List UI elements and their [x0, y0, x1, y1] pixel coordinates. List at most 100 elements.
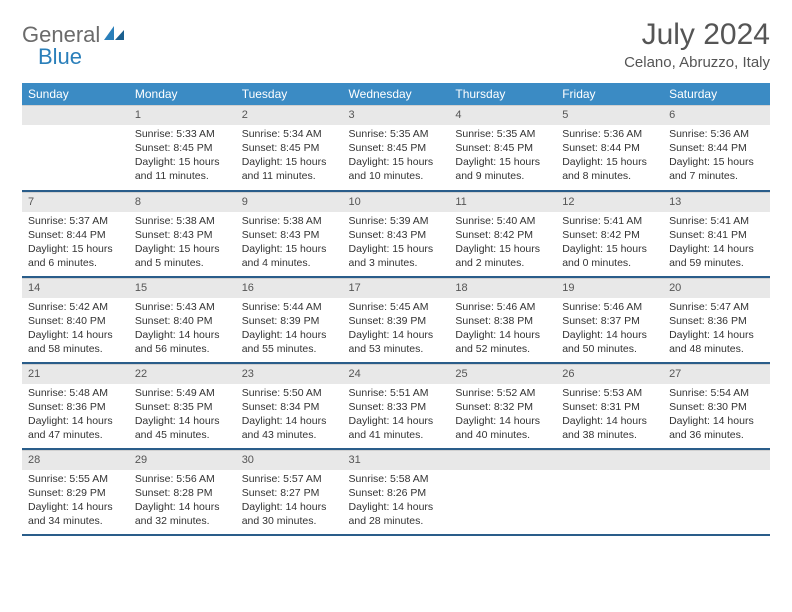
day-content: Sunrise: 5:46 AMSunset: 8:38 PMDaylight:… — [449, 298, 556, 361]
day-line: Sunset: 8:45 PM — [135, 141, 230, 155]
day-line: Daylight: 14 hours and 28 minutes. — [349, 500, 444, 528]
logo-blue-text: Blue — [38, 44, 82, 70]
day-line: Sunset: 8:42 PM — [562, 228, 657, 242]
day-number: 16 — [236, 278, 343, 298]
calendar-day-cell: 24Sunrise: 5:51 AMSunset: 8:33 PMDayligh… — [343, 363, 450, 449]
calendar-day-cell: 26Sunrise: 5:53 AMSunset: 8:31 PMDayligh… — [556, 363, 663, 449]
day-content: Sunrise: 5:53 AMSunset: 8:31 PMDaylight:… — [556, 384, 663, 447]
calendar-day-cell — [449, 449, 556, 535]
day-line: Sunset: 8:45 PM — [349, 141, 444, 155]
day-line: Daylight: 14 hours and 59 minutes. — [669, 242, 764, 270]
day-content: Sunrise: 5:33 AMSunset: 8:45 PMDaylight:… — [129, 125, 236, 188]
calendar-day-cell: 7Sunrise: 5:37 AMSunset: 8:44 PMDaylight… — [22, 191, 129, 277]
day-number: 18 — [449, 278, 556, 298]
day-content: Sunrise: 5:46 AMSunset: 8:37 PMDaylight:… — [556, 298, 663, 361]
day-line: Sunrise: 5:46 AM — [562, 300, 657, 314]
calendar-week-row: 14Sunrise: 5:42 AMSunset: 8:40 PMDayligh… — [22, 277, 770, 363]
day-header: Friday — [556, 83, 663, 105]
day-line: Daylight: 14 hours and 38 minutes. — [562, 414, 657, 442]
calendar-day-cell: 10Sunrise: 5:39 AMSunset: 8:43 PMDayligh… — [343, 191, 450, 277]
day-number: 3 — [343, 105, 450, 125]
day-line: Sunrise: 5:34 AM — [242, 127, 337, 141]
day-line: Sunrise: 5:45 AM — [349, 300, 444, 314]
calendar-day-cell: 6Sunrise: 5:36 AMSunset: 8:44 PMDaylight… — [663, 105, 770, 191]
day-line: Sunrise: 5:55 AM — [28, 472, 123, 486]
title-block: July 2024 Celano, Abruzzo, Italy — [624, 18, 770, 71]
day-line: Sunset: 8:26 PM — [349, 486, 444, 500]
day-line: Daylight: 15 hours and 8 minutes. — [562, 155, 657, 183]
day-content: Sunrise: 5:52 AMSunset: 8:32 PMDaylight:… — [449, 384, 556, 447]
day-header: Sunday — [22, 83, 129, 105]
day-number — [663, 450, 770, 470]
day-content: Sunrise: 5:44 AMSunset: 8:39 PMDaylight:… — [236, 298, 343, 361]
calendar-week-row: 7Sunrise: 5:37 AMSunset: 8:44 PMDaylight… — [22, 191, 770, 277]
day-line: Sunrise: 5:36 AM — [562, 127, 657, 141]
day-line: Daylight: 14 hours and 40 minutes. — [455, 414, 550, 442]
calendar-day-cell: 11Sunrise: 5:40 AMSunset: 8:42 PMDayligh… — [449, 191, 556, 277]
day-line: Sunset: 8:27 PM — [242, 486, 337, 500]
day-content: Sunrise: 5:38 AMSunset: 8:43 PMDaylight:… — [129, 212, 236, 275]
calendar-day-cell: 9Sunrise: 5:38 AMSunset: 8:43 PMDaylight… — [236, 191, 343, 277]
day-line: Daylight: 14 hours and 58 minutes. — [28, 328, 123, 356]
day-line: Daylight: 14 hours and 41 minutes. — [349, 414, 444, 442]
day-content: Sunrise: 5:43 AMSunset: 8:40 PMDaylight:… — [129, 298, 236, 361]
calendar-table: Sunday Monday Tuesday Wednesday Thursday… — [22, 83, 770, 536]
calendar-day-cell: 19Sunrise: 5:46 AMSunset: 8:37 PMDayligh… — [556, 277, 663, 363]
day-line: Sunset: 8:37 PM — [562, 314, 657, 328]
calendar-day-cell: 23Sunrise: 5:50 AMSunset: 8:34 PMDayligh… — [236, 363, 343, 449]
day-content: Sunrise: 5:38 AMSunset: 8:43 PMDaylight:… — [236, 212, 343, 275]
day-line: Sunrise: 5:41 AM — [669, 214, 764, 228]
calendar-day-cell: 18Sunrise: 5:46 AMSunset: 8:38 PMDayligh… — [449, 277, 556, 363]
day-number: 8 — [129, 192, 236, 212]
calendar-day-cell: 28Sunrise: 5:55 AMSunset: 8:29 PMDayligh… — [22, 449, 129, 535]
day-content: Sunrise: 5:34 AMSunset: 8:45 PMDaylight:… — [236, 125, 343, 188]
day-header: Thursday — [449, 83, 556, 105]
day-line: Sunrise: 5:53 AM — [562, 386, 657, 400]
day-line: Sunset: 8:29 PM — [28, 486, 123, 500]
day-number: 1 — [129, 105, 236, 125]
day-line: Sunrise: 5:56 AM — [135, 472, 230, 486]
day-number: 10 — [343, 192, 450, 212]
calendar-day-cell: 30Sunrise: 5:57 AMSunset: 8:27 PMDayligh… — [236, 449, 343, 535]
calendar-day-cell: 21Sunrise: 5:48 AMSunset: 8:36 PMDayligh… — [22, 363, 129, 449]
day-line: Sunrise: 5:36 AM — [669, 127, 764, 141]
day-header-row: Sunday Monday Tuesday Wednesday Thursday… — [22, 83, 770, 105]
day-line: Daylight: 14 hours and 47 minutes. — [28, 414, 123, 442]
day-number: 7 — [22, 192, 129, 212]
day-line: Sunrise: 5:54 AM — [669, 386, 764, 400]
day-line: Sunset: 8:43 PM — [242, 228, 337, 242]
day-content: Sunrise: 5:51 AMSunset: 8:33 PMDaylight:… — [343, 384, 450, 447]
day-line: Sunset: 8:31 PM — [562, 400, 657, 414]
day-line: Sunset: 8:44 PM — [669, 141, 764, 155]
day-number: 2 — [236, 105, 343, 125]
day-content: Sunrise: 5:49 AMSunset: 8:35 PMDaylight:… — [129, 384, 236, 447]
calendar-day-cell: 25Sunrise: 5:52 AMSunset: 8:32 PMDayligh… — [449, 363, 556, 449]
calendar-day-cell: 22Sunrise: 5:49 AMSunset: 8:35 PMDayligh… — [129, 363, 236, 449]
day-line: Daylight: 14 hours and 50 minutes. — [562, 328, 657, 356]
day-number — [449, 450, 556, 470]
calendar-week-row: 28Sunrise: 5:55 AMSunset: 8:29 PMDayligh… — [22, 449, 770, 535]
day-line: Daylight: 15 hours and 2 minutes. — [455, 242, 550, 270]
day-line: Sunrise: 5:43 AM — [135, 300, 230, 314]
day-line: Daylight: 14 hours and 43 minutes. — [242, 414, 337, 442]
day-line: Sunrise: 5:35 AM — [455, 127, 550, 141]
day-line: Sunrise: 5:47 AM — [669, 300, 764, 314]
day-number: 26 — [556, 364, 663, 384]
month-title: July 2024 — [624, 18, 770, 52]
day-line: Daylight: 15 hours and 4 minutes. — [242, 242, 337, 270]
day-number: 27 — [663, 364, 770, 384]
day-line: Daylight: 15 hours and 11 minutes. — [242, 155, 337, 183]
day-line: Sunset: 8:40 PM — [28, 314, 123, 328]
day-line: Sunrise: 5:58 AM — [349, 472, 444, 486]
calendar-day-cell — [663, 449, 770, 535]
day-line: Sunset: 8:32 PM — [455, 400, 550, 414]
day-line: Sunrise: 5:50 AM — [242, 386, 337, 400]
day-line: Sunset: 8:39 PM — [349, 314, 444, 328]
day-header: Wednesday — [343, 83, 450, 105]
day-line: Sunrise: 5:35 AM — [349, 127, 444, 141]
day-number: 31 — [343, 450, 450, 470]
day-line: Sunset: 8:43 PM — [349, 228, 444, 242]
day-line: Daylight: 15 hours and 9 minutes. — [455, 155, 550, 183]
day-content: Sunrise: 5:41 AMSunset: 8:42 PMDaylight:… — [556, 212, 663, 275]
day-content: Sunrise: 5:40 AMSunset: 8:42 PMDaylight:… — [449, 212, 556, 275]
